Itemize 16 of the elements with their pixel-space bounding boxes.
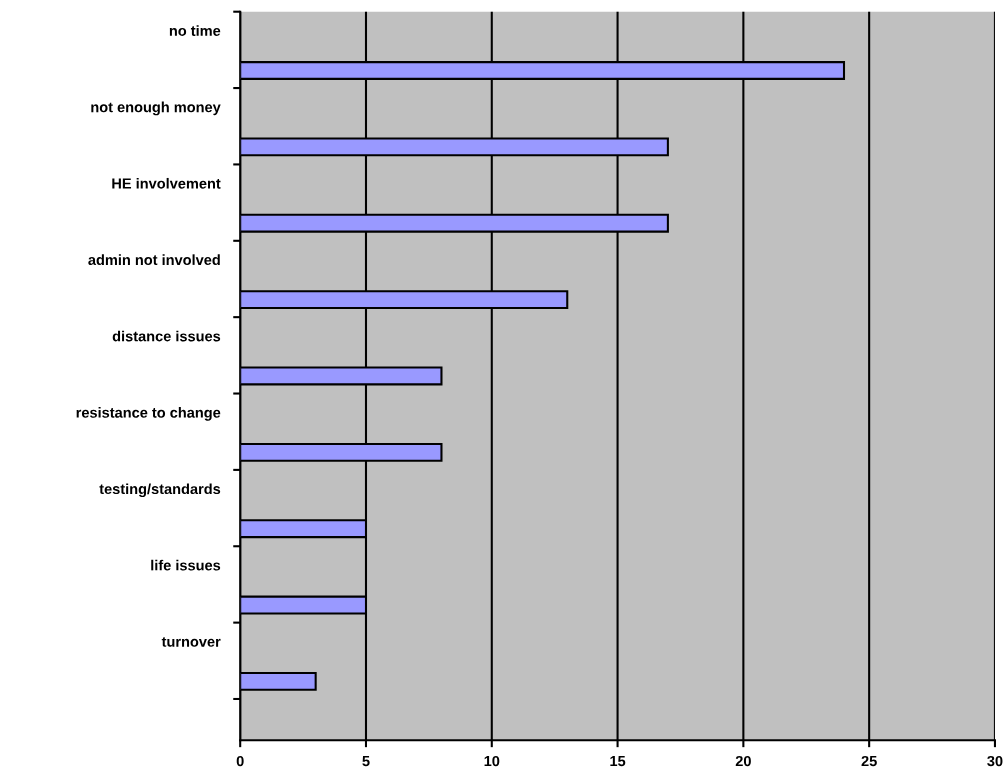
- y-tick-label: admin not involved: [88, 254, 220, 266]
- x-tick-label: 5: [362, 756, 370, 767]
- y-tick-label: no time: [169, 25, 221, 36]
- y-tick-label: distance issues: [112, 330, 221, 342]
- x-tick-label: 20: [735, 755, 751, 767]
- y-tick-label: life issues: [151, 559, 221, 571]
- x-tick-label: 10: [484, 755, 500, 767]
- y-tick-label: HE involvement: [112, 177, 221, 189]
- x-tick-label: 25: [861, 755, 877, 767]
- x-tick-label: 30: [987, 755, 1003, 767]
- y-tick-label: testing/standards: [99, 483, 221, 498]
- y-tick-label: resistance to change: [76, 407, 221, 421]
- y-tick-label: not enough money: [91, 101, 221, 116]
- x-tick-label: 0: [236, 755, 244, 767]
- x-tick-label: 15: [610, 756, 626, 767]
- y-tick-label: turnover: [161, 637, 221, 647]
